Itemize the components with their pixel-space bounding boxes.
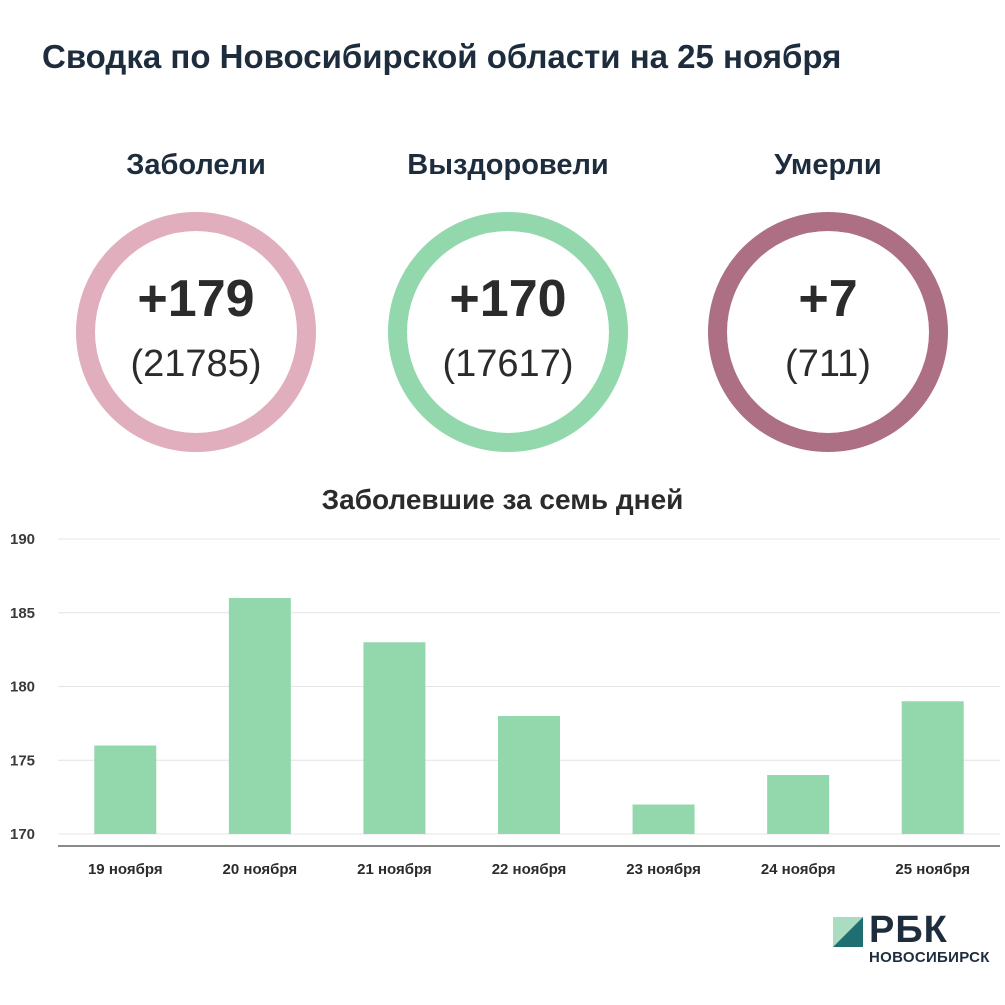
bar xyxy=(767,775,830,834)
stat-deaths-total: (711) xyxy=(785,343,871,385)
chart-title: Заболевшие за семь дней xyxy=(321,484,684,515)
x-tick-label: 20 ноября xyxy=(223,861,298,878)
x-tick-label: 19 ноября xyxy=(88,861,163,878)
y-tick-label: 180 xyxy=(10,679,35,696)
stat-infected-total: (21785) xyxy=(130,343,262,385)
bar xyxy=(632,804,695,834)
bar xyxy=(901,701,964,834)
stat-infected-delta: +179 xyxy=(137,270,255,328)
stat-recovered-label: Выздоровели xyxy=(407,149,609,181)
rbc-logo-region: НОВОСИБИРСК xyxy=(869,949,990,966)
bar-chart: 170 175 180 185 190 19 ноября 20 ноября 21 нояб… xyxy=(10,531,1000,878)
stat-deaths-delta: +7 xyxy=(798,270,858,328)
bar xyxy=(228,598,291,834)
stat-recovered-delta: +170 xyxy=(449,270,567,328)
y-tick-label: 175 xyxy=(10,752,35,769)
stat-deaths-label: Умерли xyxy=(774,149,882,181)
stat-recovered: Выздоровели +170 (17617) xyxy=(348,140,668,452)
rbc-logo: РБК НОВОСИБИРСК xyxy=(833,909,1003,967)
x-tick-label: 23 ноября xyxy=(626,861,701,878)
x-tick-label: 21 ноября xyxy=(357,861,432,878)
y-tick-label: 185 xyxy=(10,605,35,622)
bar xyxy=(94,745,157,834)
page-title: Сводка по Новосибирской области на 25 но… xyxy=(42,38,842,75)
rbc-logo-word: РБК xyxy=(869,909,948,951)
stat-infected: Заболели +179 (21785) xyxy=(36,140,356,452)
bar xyxy=(498,716,560,834)
stat-deaths: Умерли +7 (711) xyxy=(668,140,988,452)
y-tick-label: 190 xyxy=(10,531,35,548)
stat-recovered-total: (17617) xyxy=(442,343,574,385)
y-tick-label: 170 xyxy=(10,826,35,843)
x-tick-label: 24 ноября xyxy=(761,861,836,878)
x-tick-label: 25 ноября xyxy=(895,861,970,878)
bar xyxy=(363,642,426,834)
x-tick-label: 22 ноября xyxy=(492,861,567,878)
stat-infected-label: Заболели xyxy=(126,149,266,181)
rbc-logo-mark-icon xyxy=(833,917,863,947)
